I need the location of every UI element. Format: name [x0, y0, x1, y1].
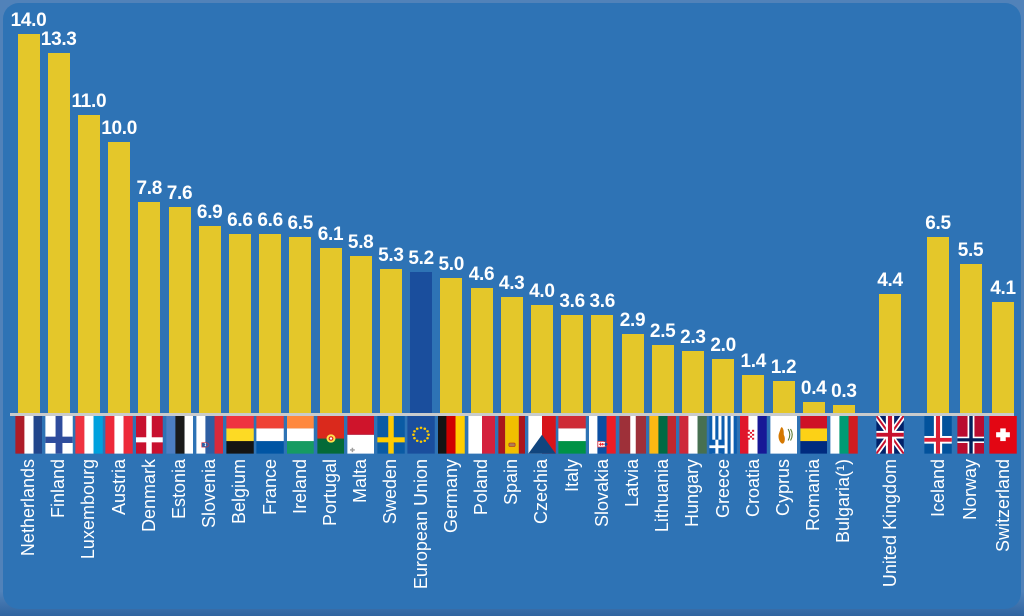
baseline — [10, 413, 1014, 416]
chart-panel — [3, 3, 1021, 609]
